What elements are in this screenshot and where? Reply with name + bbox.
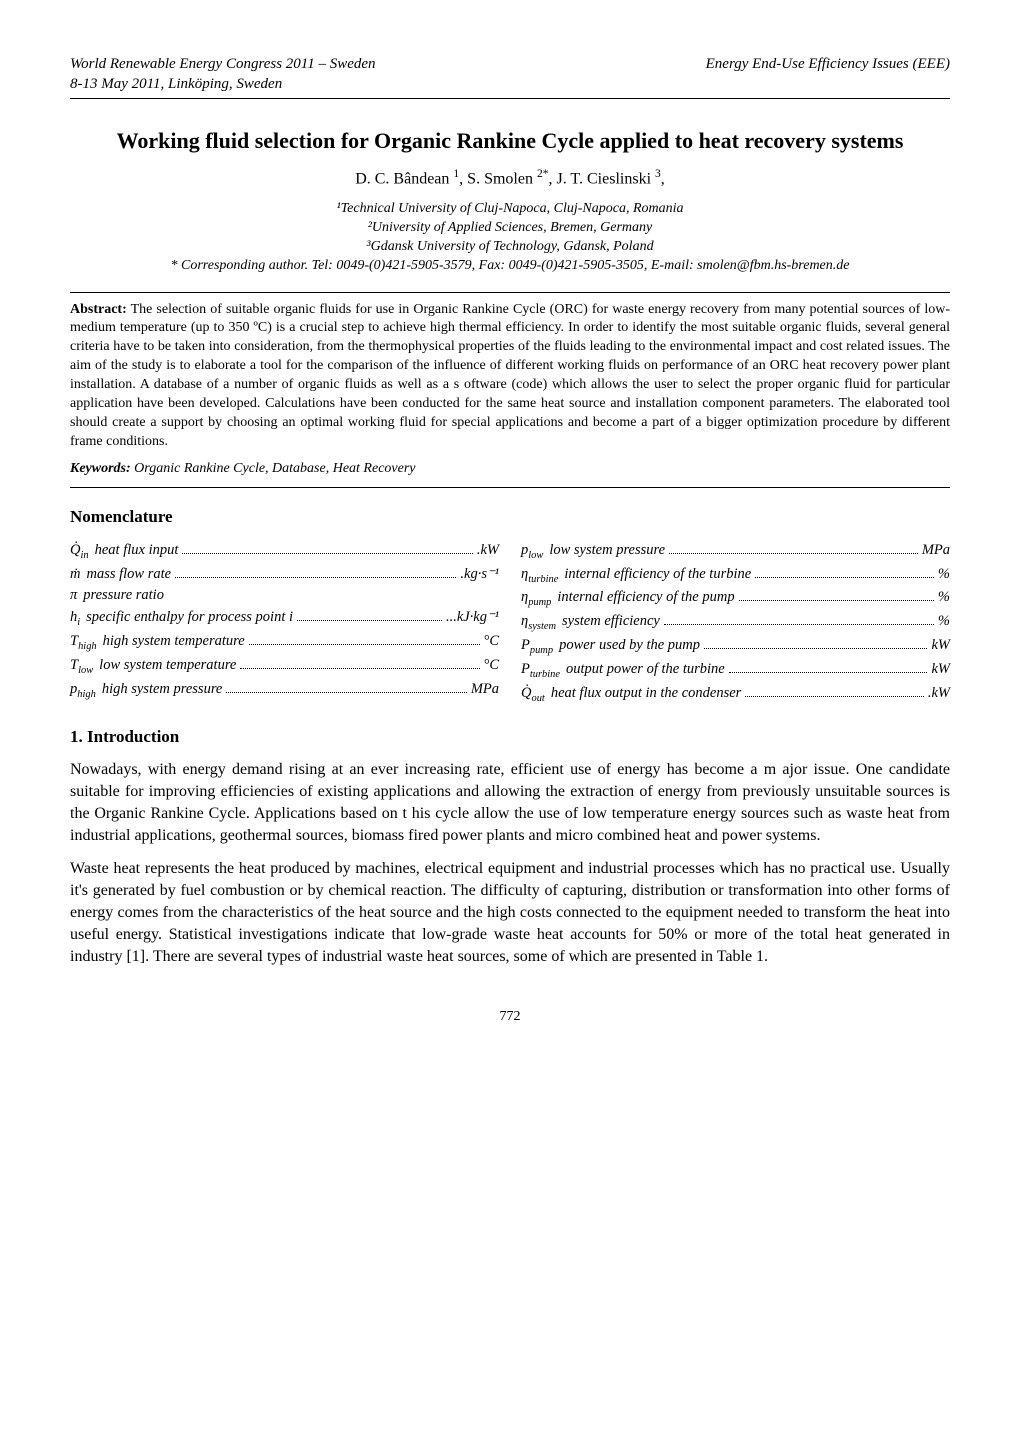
nomen-symbol: π [70, 586, 77, 606]
nomenclature-columns: Q̇in heat flux input .kW ṁ mass flow rate .kg… [70, 539, 950, 709]
affil-corresponding: * Corresponding author. Tel: 0049-(0)421… [171, 258, 850, 273]
nomen-unit: ...kJ·kg⁻¹ [446, 608, 499, 628]
nomen-desc: heat flux input [95, 541, 179, 561]
nomen-unit: kW [931, 660, 950, 680]
nomen-symbol: ηsystem [521, 612, 556, 634]
page-number: 772 [70, 1008, 950, 1027]
nomen-desc: specific enthalpy for process point i [86, 608, 293, 628]
nomenclature-right-col: plowlow system pressureMPaηturbineintern… [521, 539, 950, 709]
nomen-unit: % [938, 565, 950, 585]
nomen-symbol: Q̇in [70, 541, 89, 563]
nomen-unit: °C [484, 656, 499, 676]
keywords-label: Keywords: [70, 461, 131, 476]
nomen-desc: mass flow rate [86, 565, 171, 585]
nomen-unit: .kg·s⁻¹ [460, 565, 499, 585]
nomenclature-row: phigh high system pressure MPa [70, 680, 499, 702]
dot-leader [669, 553, 918, 554]
dot-leader [226, 692, 466, 693]
header-left-line1: World Renewable Energy Congress 2011 – S… [70, 56, 376, 72]
nomen-unit: kW [931, 636, 950, 656]
nomen-symbol: ηturbine [521, 565, 558, 587]
nomenclature-row: hi specific enthalpy for process point i.… [70, 608, 499, 630]
nomen-symbol: ηpump [521, 588, 551, 610]
dot-leader [745, 696, 924, 697]
nomen-desc: power used by the pump [559, 636, 700, 656]
nomenclature-row: Q̇in heat flux input .kW [70, 541, 499, 563]
nomenclature-row: plow low system pressure MPa [521, 541, 950, 563]
rule-above-abstract [70, 292, 950, 293]
keywords-line: Keywords: Organic Rankine Cycle, Databas… [70, 460, 950, 479]
rule-below-keywords [70, 487, 950, 488]
nomen-desc: output power of the turbine [566, 660, 725, 680]
nomen-symbol: Tlow [70, 656, 93, 678]
section-introduction-heading: 1. Introduction [70, 726, 950, 749]
nomenclature-row: Pturbine output power of the turbine kW [521, 660, 950, 682]
nomenclature-row: ηturbine internal efficiency of the turbi… [521, 565, 950, 587]
dot-leader [240, 668, 479, 669]
nomen-unit: MPa [922, 541, 950, 561]
header-left-line2: 8-13 May 2011, Linköping, Sweden [70, 76, 282, 92]
nomen-unit: .kW [477, 541, 499, 561]
keywords-text: Organic Rankine Cycle, Database, Heat Re… [134, 461, 415, 476]
nomen-symbol: Ppump [521, 636, 553, 658]
running-header: World Renewable Energy Congress 2011 – S… [70, 54, 950, 99]
header-right: Energy End-Use Efficiency Issues (EEE) [706, 54, 950, 95]
nomen-desc: low system temperature [99, 656, 236, 676]
nomenclature-row: Tlow low system temperature °C [70, 656, 499, 678]
affil-1: ¹Technical University of Cluj-Napoca, Cl… [336, 201, 683, 216]
nomenclature-row: π pressure ratio [70, 586, 499, 606]
abstract-text: The selection of suitable organic fluids… [70, 302, 950, 449]
nomen-symbol: Thigh [70, 632, 97, 654]
dot-leader [739, 600, 934, 601]
nomen-unit: .kW [928, 684, 950, 704]
intro-paragraph-2: Waste heat represents the heat produced … [70, 858, 950, 968]
nomen-desc: pressure ratio [83, 586, 164, 606]
nomenclature-left-col: Q̇in heat flux input .kW ṁ mass flow rate .kg… [70, 539, 499, 709]
nomen-desc: high system pressure [102, 680, 223, 700]
dot-leader [182, 553, 472, 554]
nomenclature-row: Thigh high system temperature °C [70, 632, 499, 654]
nomen-unit: % [938, 588, 950, 608]
affiliations: ¹Technical University of Cluj-Napoca, Cl… [70, 200, 950, 276]
nomen-symbol: ṁ [70, 565, 80, 585]
nomen-desc: internal efficiency of the pump [557, 588, 734, 608]
nomenclature-row: ηpump internal efficiency of the pump% [521, 588, 950, 610]
dot-leader [704, 648, 927, 649]
nomen-desc: system efficiency [562, 612, 660, 632]
header-left: World Renewable Energy Congress 2011 – S… [70, 54, 376, 95]
section-nomenclature-heading: Nomenclature [70, 506, 950, 529]
nomenclature-row: ηsystem system efficiency% [521, 612, 950, 634]
abstract-label: Abstract: [70, 302, 127, 317]
dot-leader [249, 644, 480, 645]
dot-leader [729, 672, 928, 673]
dot-leader [664, 624, 934, 625]
affil-2: ²University of Applied Sciences, Bremen,… [368, 220, 653, 235]
nomen-desc: internal efficiency of the turbine [564, 565, 751, 585]
abstract-block: Abstract: The selection of suitable orga… [70, 301, 950, 452]
nomen-desc: low system pressure [549, 541, 665, 561]
affil-3: ³Gdansk University of Technology, Gdansk… [366, 239, 653, 254]
author-line: D. C. Bândean 1, S. Smolen 2*, J. T. Cie… [70, 167, 950, 190]
dot-leader [297, 620, 442, 621]
nomenclature-row: Ppump power used by the pump kW [521, 636, 950, 658]
nomen-unit: % [938, 612, 950, 632]
dot-leader [755, 577, 934, 578]
nomenclature-row: ṁ mass flow rate .kg·s⁻¹ [70, 565, 499, 585]
paper-title: Working fluid selection for Organic Rank… [70, 127, 950, 156]
nomen-symbol: Pturbine [521, 660, 560, 682]
nomenclature-row: Q̇out heat flux output in the condenser .k… [521, 684, 950, 706]
nomen-symbol: phigh [70, 680, 96, 702]
nomen-desc: high system temperature [103, 632, 245, 652]
dot-leader [175, 577, 456, 578]
intro-paragraph-1: Nowadays, with energy demand rising at a… [70, 759, 950, 847]
nomen-symbol: hi [70, 608, 80, 630]
nomen-unit: °C [484, 632, 499, 652]
nomen-symbol: Q̇out [521, 684, 545, 706]
nomen-unit: MPa [471, 680, 499, 700]
header-right-line1: Energy End-Use Efficiency Issues (EEE) [706, 56, 950, 72]
nomen-symbol: plow [521, 541, 543, 563]
nomen-desc: heat flux output in the condenser [551, 684, 741, 704]
